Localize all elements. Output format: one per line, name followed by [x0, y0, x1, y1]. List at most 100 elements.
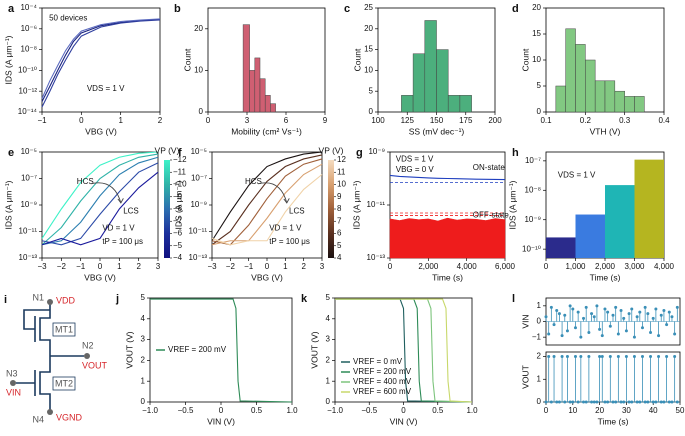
annotation: VDS = 1 V [87, 84, 125, 93]
stem-marker [592, 400, 596, 404]
x-tick-label: −3 [37, 262, 47, 271]
line [211, 174, 323, 246]
line [41, 18, 161, 99]
x-tick-label: 0 [544, 406, 549, 415]
annotation: tP = 100 μs [269, 237, 310, 246]
circuit-wire [23, 309, 50, 330]
y-tick-label: 5 [326, 293, 331, 302]
y-tick-label: 10⁻¹² [19, 86, 38, 95]
stem-marker [624, 329, 628, 333]
stem-marker [619, 400, 623, 404]
stem-marker [579, 355, 583, 359]
line [211, 151, 323, 242]
y-tick-label: 10⁻⁸ [21, 45, 38, 54]
y-tick-label: 0 [369, 107, 374, 116]
legend-label: VREF = 400 mV [353, 377, 412, 386]
stem-marker [590, 400, 594, 404]
stem-marker [571, 307, 575, 311]
colorbar-tick-label: −6 [173, 229, 183, 238]
stem-marker [662, 309, 666, 313]
annotation: HCS [245, 177, 262, 186]
x-tick-label: 150 [430, 116, 444, 125]
bar [546, 237, 576, 258]
stem-marker [638, 400, 642, 404]
y-tick-label: 10⁻¹³ [367, 253, 386, 262]
x-axis-label: VBG (V) [85, 126, 117, 136]
y-tick-label: 10⁻⁸ [525, 185, 542, 194]
stem-marker [659, 313, 663, 317]
stem-marker [670, 400, 674, 404]
panel-label: g [356, 147, 363, 159]
colorbar-tick-label: −12 [173, 155, 187, 164]
stem-marker [576, 310, 580, 314]
x-axis-label: SS (mV dec⁻¹) [409, 126, 465, 136]
stem-marker [547, 332, 551, 336]
y-tick-label: 0 [537, 107, 542, 116]
node-voltage: VOUT [82, 360, 108, 370]
stem-marker [549, 400, 553, 404]
stem-marker [563, 400, 567, 404]
line [41, 19, 161, 108]
line [41, 171, 159, 246]
colorbar-tick-label: 6 [337, 229, 342, 238]
y-axis-label: Count [520, 48, 530, 71]
stem-marker [614, 400, 618, 404]
x-tick-label: 6 [284, 116, 289, 125]
x-tick-label: 0.4 [658, 116, 670, 125]
x-tick-label: 2,000 [418, 262, 439, 271]
stem-marker [616, 332, 620, 336]
stem-marker [619, 309, 623, 313]
stem-marker [603, 400, 607, 404]
y-axis-label: Count [352, 48, 362, 71]
stem-marker [635, 400, 639, 404]
y-tick-label: 5 [141, 293, 146, 302]
stem-marker [584, 305, 588, 309]
node-label: N1 [32, 292, 44, 302]
y-tick-label: 10⁻¹³ [19, 253, 38, 262]
line [211, 163, 323, 246]
stem-marker [675, 400, 679, 404]
bar [401, 95, 414, 113]
bar [605, 185, 635, 258]
x-tick-label: 0.5 [432, 406, 444, 415]
panel-label: d [512, 3, 519, 15]
x-tick-label: −1.0 [142, 406, 158, 415]
x-tick-label: 1 [283, 262, 288, 271]
y-tick-label: 10⁻⁹ [368, 147, 385, 156]
y-tick-label: 20 [532, 3, 541, 12]
panel-label: c [344, 3, 350, 15]
stem-marker [584, 400, 588, 404]
stem-marker [638, 310, 642, 314]
stem-marker [665, 355, 669, 359]
bar [575, 214, 605, 258]
stem-marker [649, 355, 653, 359]
stem-marker [627, 400, 631, 404]
x-axis-label: Time (s) [590, 272, 621, 282]
stem-marker [640, 355, 644, 359]
annotation: 50 devices [49, 14, 87, 23]
x-axis-label: VTH (V) [590, 126, 621, 136]
x-axis-label: VIN (V) [207, 416, 235, 426]
x-axis-label: VIN (V) [390, 416, 418, 426]
plot-frame [545, 351, 681, 403]
y-tick-label: 4 [326, 314, 331, 323]
x-tick-label: 0 [401, 406, 406, 415]
y-tick-label: 10⁻¹⁰ [522, 244, 541, 253]
stem-marker [563, 313, 567, 317]
x-tick-label: 3,000 [624, 262, 645, 271]
x-tick-label: −0.5 [361, 406, 377, 415]
x-axis-label: Time (s) [432, 272, 463, 282]
bar [634, 159, 664, 258]
x-tick-label: 0 [388, 262, 393, 271]
stem-marker [557, 312, 561, 316]
y-axis-label: IDS (A μm⁻¹) [173, 180, 183, 229]
stem-marker [598, 327, 602, 331]
x-tick-label: 100 [371, 116, 385, 125]
x-tick-label: 30 [622, 406, 631, 415]
node-voltage: VDD [56, 295, 76, 305]
y-tick-label: 10 [532, 55, 541, 64]
annotation: LCS [289, 206, 305, 215]
y-tick-label: 15 [532, 29, 541, 38]
stem-marker [606, 400, 610, 404]
